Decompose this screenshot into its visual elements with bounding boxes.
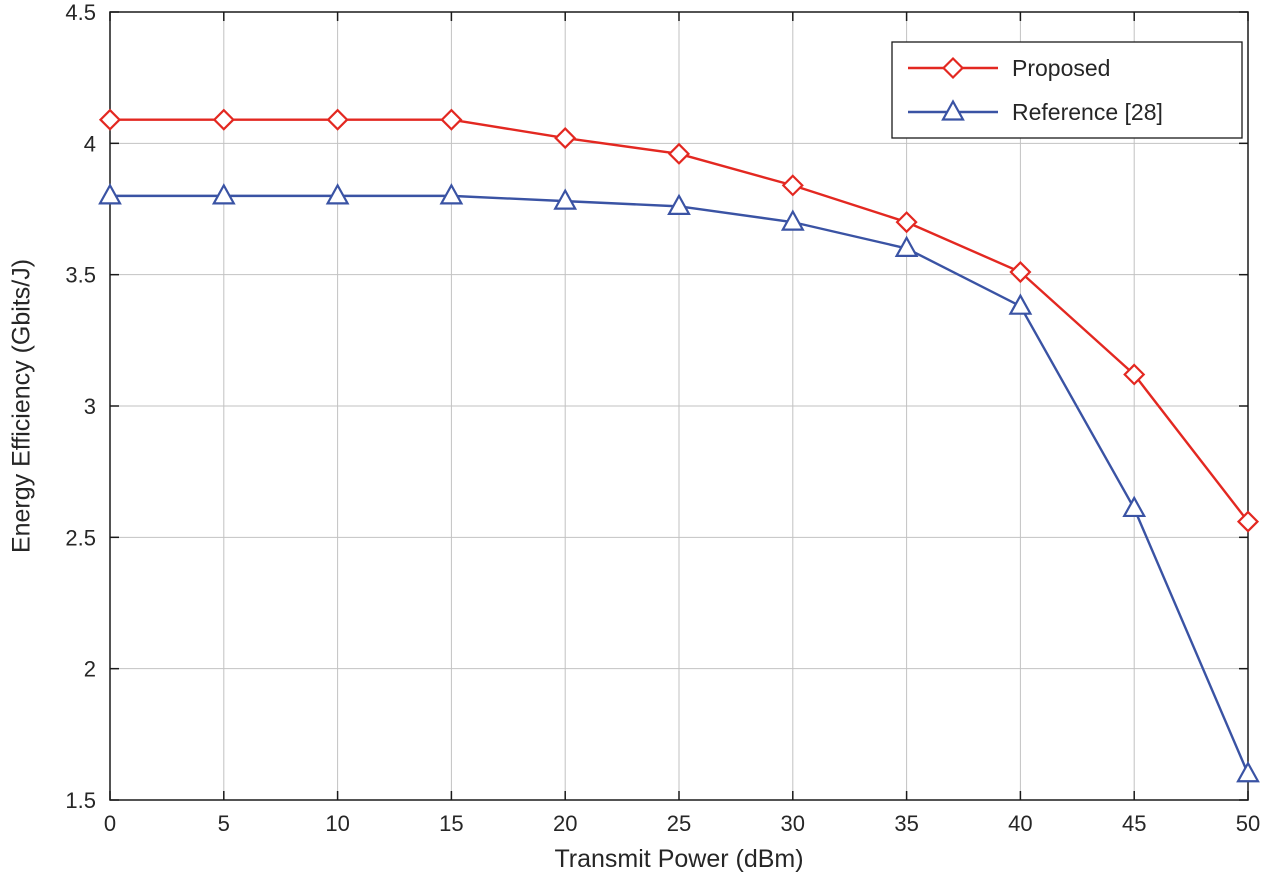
tick-labels: 0 5 10 15 20 25 30 35 40 45 50 1.5 2 2.5 3 3.5 4 4.5: [65, 0, 1260, 836]
diamond-marker: [1123, 363, 1146, 386]
x-tick-label: 5: [218, 811, 230, 836]
y-tick-label: 3: [84, 394, 96, 419]
y-tick-label: 2: [84, 657, 96, 682]
diamond-marker: [1009, 260, 1032, 284]
y-tick-label: 3.5: [65, 263, 96, 288]
triangle-marker: [941, 99, 965, 121]
y-tick-label: 1.5: [65, 788, 96, 813]
x-tick-label: 10: [325, 811, 349, 836]
triangle-marker: [780, 209, 805, 231]
x-tick-label: 50: [1236, 811, 1260, 836]
diamond-marker: [781, 174, 804, 197]
y-tick-label: 4: [84, 131, 96, 156]
triangle-marker: [1122, 495, 1147, 518]
legend-box: [891, 41, 1243, 139]
triangle-marker: [98, 183, 122, 205]
diamond-marker: [326, 108, 349, 131]
triangle-marker: [667, 193, 691, 215]
triangle-marker: [1008, 293, 1033, 315]
x-tick-label: 30: [781, 811, 805, 836]
diamond-marker: [554, 127, 577, 150]
x-tick-label: 0: [104, 811, 116, 836]
triangle-marker: [439, 183, 464, 205]
triangle-marker: [553, 188, 578, 210]
diamond-marker: [440, 108, 463, 131]
x-tick-label: 15: [439, 811, 463, 836]
triangle-marker: [1236, 760, 1260, 783]
diamond-marker: [895, 211, 918, 234]
x-tick-label: 25: [667, 811, 691, 836]
diamond-marker: [667, 142, 691, 165]
diamond-marker: [1236, 510, 1260, 533]
y-tick-label: 4.5: [65, 0, 96, 25]
series-proposed: [98, 108, 1260, 533]
legend-label: Reference [28]: [1012, 99, 1163, 125]
triangle-marker: [894, 235, 919, 257]
axis-ticks: [109, 11, 1249, 801]
triangle-marker: [325, 183, 350, 205]
y-tick-label: 2.5: [65, 525, 96, 550]
x-tick-label: 35: [894, 811, 918, 836]
diamond-marker: [941, 56, 965, 80]
y-axis-label: Energy Efficiency (Gbits/J): [7, 258, 36, 554]
x-axis-label: Transmit Power (dBm): [554, 845, 804, 873]
legend-label: Proposed: [1012, 55, 1110, 81]
triangle-marker: [211, 183, 236, 205]
x-tick-label: 45: [1122, 811, 1146, 836]
x-tick-label: 40: [1008, 811, 1032, 836]
x-tick-label: 20: [553, 811, 577, 836]
series-reference-28: [98, 183, 1260, 783]
diamond-marker: [98, 108, 122, 131]
legend: Proposed Reference [28]: [891, 41, 1243, 139]
diamond-marker: [212, 108, 235, 131]
